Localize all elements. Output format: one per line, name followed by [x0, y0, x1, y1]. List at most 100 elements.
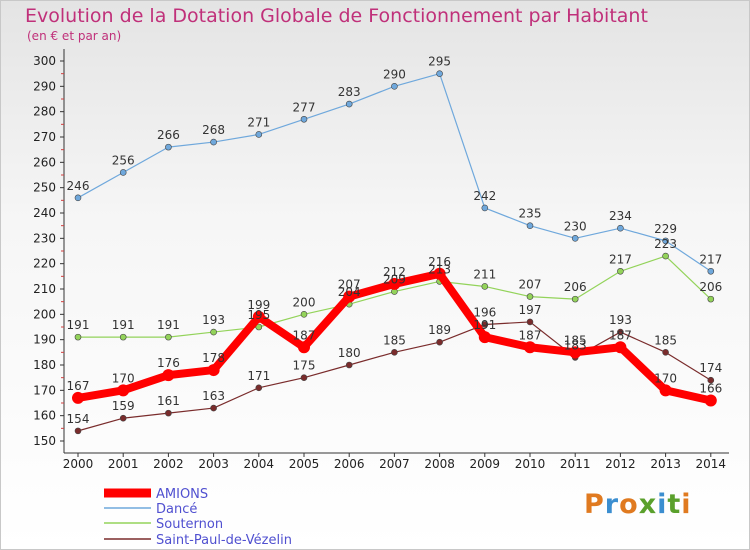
- data-point: [74, 194, 82, 202]
- series-line-1: [77, 73, 712, 272]
- data-point: [210, 138, 217, 146]
- data-point: [707, 267, 715, 275]
- data-label: 199: [247, 298, 270, 312]
- x-tick-label: 2008: [424, 457, 455, 471]
- data-label: 271: [247, 115, 270, 129]
- data-point: [345, 361, 353, 369]
- data-label: 185: [654, 333, 677, 347]
- data-label: 154: [67, 412, 90, 426]
- data-label: 217: [699, 252, 722, 266]
- data-label: 187: [609, 328, 632, 342]
- data-label: 213: [428, 262, 451, 276]
- x-tick-label: 2014: [696, 457, 727, 471]
- chart-subtitle: (en € et par an): [27, 29, 122, 43]
- data-label: 180: [338, 346, 361, 360]
- data-label: 211: [473, 267, 496, 281]
- data-point: [662, 237, 669, 245]
- data-point: [165, 143, 172, 151]
- data-label: 207: [519, 278, 542, 292]
- data-point: [255, 323, 263, 331]
- data-point: [74, 333, 82, 341]
- y-tick-label: 200: [33, 307, 56, 321]
- x-tick-label: 2001: [108, 457, 139, 471]
- data-label: 242: [473, 189, 496, 203]
- data-point: [481, 321, 489, 328]
- x-tick-label: 2006: [334, 457, 365, 471]
- data-label: 209: [383, 273, 406, 287]
- data-label: 166: [699, 381, 722, 395]
- data-label: 170: [654, 371, 677, 385]
- data-point: [165, 409, 172, 417]
- data-point: [478, 331, 491, 344]
- data-label: 191: [473, 318, 496, 332]
- y-tick-label: 190: [33, 333, 56, 347]
- data-point: [617, 328, 624, 336]
- data-label: 189: [428, 323, 451, 337]
- data-label: 246: [67, 179, 90, 193]
- data-point: [343, 290, 356, 303]
- y-tick-label: 210: [33, 282, 56, 296]
- data-point: [569, 346, 582, 359]
- y-tick-label: 230: [33, 231, 56, 245]
- legend-label: Dancé: [156, 502, 197, 517]
- chart-title: Evolution de la Dotation Globale de Fonc…: [25, 5, 648, 27]
- data-label: 206: [699, 280, 722, 294]
- data-point: [707, 295, 715, 303]
- data-point: [74, 427, 82, 435]
- data-point: [255, 131, 263, 138]
- data-point: [300, 311, 308, 318]
- data-point: [165, 333, 172, 341]
- data-label: 183: [564, 338, 587, 352]
- y-tick-label: 250: [33, 181, 56, 195]
- data-point: [207, 364, 220, 377]
- y-tick-label: 290: [33, 79, 56, 93]
- data-label: 229: [654, 222, 677, 236]
- data-point: [617, 224, 624, 232]
- data-point: [391, 349, 398, 356]
- data-point: [117, 384, 130, 397]
- x-tick-label: 2010: [515, 457, 546, 471]
- data-point: [571, 295, 579, 303]
- data-point: [659, 384, 672, 397]
- data-label: 193: [609, 313, 632, 327]
- data-point: [391, 83, 398, 90]
- data-point: [662, 252, 669, 260]
- data-point: [388, 277, 401, 290]
- y-tick-label: 240: [33, 206, 56, 220]
- data-label: 191: [157, 318, 180, 332]
- y-tick-label: 180: [33, 358, 56, 372]
- data-label: 207: [338, 278, 361, 292]
- data-label: 191: [67, 318, 90, 332]
- data-label: 159: [112, 399, 135, 413]
- data-label: 277: [293, 100, 316, 114]
- data-label: 170: [112, 371, 135, 385]
- data-label: 235: [519, 207, 542, 221]
- y-tick-label: 260: [33, 155, 56, 169]
- data-label: 204: [338, 285, 361, 299]
- data-point: [526, 222, 534, 229]
- proxiti-logo: Proxiti: [584, 489, 692, 520]
- data-point: [298, 341, 310, 354]
- legend-label: Souternon: [156, 517, 223, 532]
- y-tick-label: 220: [33, 257, 56, 271]
- data-point: [119, 169, 127, 176]
- y-tick-label: 160: [33, 409, 56, 423]
- data-label: 187: [293, 328, 316, 342]
- data-point: [300, 115, 308, 123]
- data-point: [436, 70, 443, 77]
- data-point: [617, 267, 624, 275]
- x-tick-label: 2003: [198, 457, 229, 471]
- data-point: [526, 293, 534, 300]
- x-tick-label: 2012: [605, 457, 636, 471]
- x-tick-label: 2004: [244, 457, 275, 471]
- data-label: 234: [609, 209, 632, 223]
- data-point: [210, 404, 217, 412]
- data-point: [526, 318, 534, 326]
- data-point: [707, 376, 715, 384]
- data-label: 195: [247, 308, 270, 322]
- data-label: 191: [112, 318, 135, 332]
- data-label: 295: [428, 55, 451, 69]
- data-label: 197: [519, 303, 542, 317]
- data-label: 256: [112, 153, 135, 167]
- data-label: 193: [202, 313, 225, 327]
